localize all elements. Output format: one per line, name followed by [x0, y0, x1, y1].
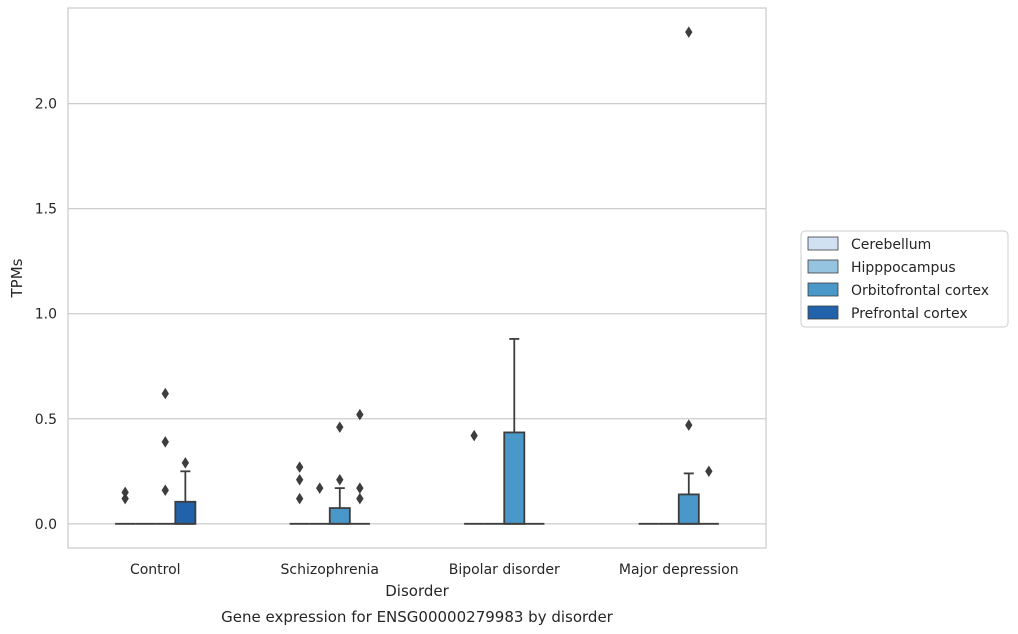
plot-frame: [67, 7, 767, 549]
outlier-point: [295, 492, 304, 505]
box-2-2: [503, 338, 526, 525]
x-tick-label: Control: [130, 562, 181, 578]
outlier-point: [121, 492, 129, 505]
y-tick-label: 0.5: [35, 412, 57, 428]
outlier-point: [295, 473, 304, 486]
box-plots: [115, 338, 719, 525]
outlier-point: [316, 482, 324, 494]
outlier-point: [356, 408, 364, 421]
outlier-point: [705, 465, 713, 478]
x-tick-label: Major depression: [619, 562, 739, 578]
box-body: [328, 507, 351, 525]
box-3-2: [677, 472, 700, 525]
legend-label: Hipppocampus: [851, 260, 956, 276]
x-tick-labels: Control Schizophrenia Bipolar disorder Majo…: [130, 562, 739, 578]
legend-label: Orbitofrontal cortex: [851, 283, 989, 299]
outlier-point: [356, 482, 364, 494]
outlier-point: [161, 436, 169, 448]
outlier-point: [336, 421, 344, 433]
y-tick-label: 1.5: [35, 202, 57, 218]
y-tick-labels: 0.0 0.5 1.0 1.5 2.0: [35, 97, 57, 533]
legend-swatch: [807, 236, 839, 251]
legend-frame: [800, 230, 1009, 328]
x-tick-label: Schizophrenia: [281, 562, 379, 578]
y-tick-label: 2.0: [35, 97, 57, 113]
y-axis-label: TPMs: [8, 258, 26, 298]
outlier-point: [336, 473, 344, 486]
legend-swatch: [807, 305, 839, 320]
outlier-point: [161, 387, 169, 400]
x-axis-label: Disorder: [385, 582, 449, 600]
box-body: [503, 431, 526, 525]
outlier-point: [161, 484, 169, 496]
outlier-point: [295, 461, 304, 473]
outlier-point: [685, 26, 693, 38]
outlier-point: [356, 492, 364, 505]
outliers: [121, 26, 713, 505]
outlier-point: [685, 419, 693, 431]
box-1-2: [328, 487, 351, 525]
gridlines: [68, 102, 766, 525]
y-tick-label: 1.0: [35, 307, 57, 323]
outlier-point: [470, 429, 478, 442]
outlier-point: [181, 457, 190, 469]
legend-swatch: [807, 282, 839, 297]
legend-label: Cerebellum: [851, 237, 931, 253]
box-0-3: [174, 470, 197, 525]
chart-caption: Gene expression for ENSG00000279983 by d…: [221, 608, 614, 626]
box-body: [677, 493, 700, 525]
y-tick-label: 0.0: [35, 517, 57, 533]
legend-label: Prefrontal cortex: [851, 306, 968, 322]
x-tick-label: Bipolar disorder: [449, 562, 560, 578]
box-body: [174, 500, 197, 525]
legend: Cerebellum Hipppocampus Orbitofrontal cort…: [800, 230, 1009, 328]
legend-swatch: [807, 259, 839, 274]
